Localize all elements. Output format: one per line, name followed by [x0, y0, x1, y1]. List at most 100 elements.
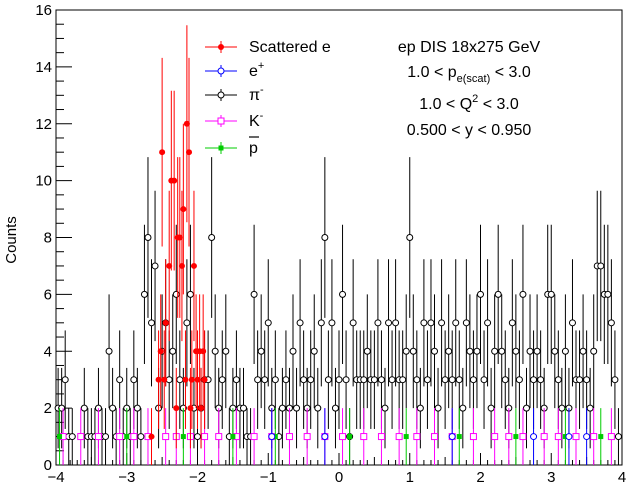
- data-point: [466, 294, 474, 409]
- marker: [466, 347, 474, 355]
- marker: [413, 433, 421, 441]
- data-point: [169, 294, 177, 409]
- data-point: [186, 57, 193, 247]
- data-point: [494, 224, 502, 365]
- data-point: [427, 259, 435, 387]
- marker: [614, 433, 622, 441]
- marker: [568, 319, 576, 327]
- legend-entry-scattered-e: Scattered e: [205, 39, 331, 56]
- marker: [537, 376, 545, 384]
- marker: [438, 319, 446, 327]
- data-point: [183, 259, 191, 387]
- data-point: [434, 367, 442, 449]
- series-2: [54, 157, 622, 465]
- marker: [519, 433, 527, 441]
- series-1: [268, 408, 591, 465]
- data-point: [452, 259, 460, 387]
- marker: [162, 319, 169, 326]
- marker: [562, 434, 568, 440]
- data-point: [109, 367, 117, 449]
- data-point: [363, 294, 371, 409]
- marker: [105, 347, 113, 355]
- data-point: [473, 294, 481, 409]
- marker: [137, 433, 145, 441]
- data-point: [487, 367, 495, 449]
- marker: [403, 434, 409, 440]
- data-point: [561, 294, 569, 409]
- marker: [194, 433, 201, 441]
- marker: [360, 433, 368, 441]
- legend-entry-antiproton: p: [205, 136, 259, 157]
- data-point: [140, 224, 148, 365]
- marker: [264, 319, 272, 327]
- data-point: [188, 330, 195, 429]
- marker: [173, 405, 180, 412]
- marker: [448, 433, 456, 441]
- series-4: [57, 408, 604, 465]
- data-point: [607, 259, 615, 387]
- marker: [183, 120, 190, 127]
- x-tick-label: 2: [476, 469, 484, 486]
- data-point: [558, 367, 566, 449]
- marker: [445, 347, 453, 355]
- marker: [186, 290, 194, 298]
- marker: [515, 376, 523, 384]
- data-point: [124, 408, 130, 465]
- data-point: [526, 294, 534, 409]
- marker: [109, 404, 117, 412]
- marker: [102, 433, 110, 441]
- marker: [257, 347, 265, 355]
- marker: [321, 433, 329, 441]
- marker: [360, 376, 368, 384]
- legend-marker-scattered-e: [218, 44, 224, 50]
- data-point: [459, 367, 467, 449]
- marker: [598, 434, 604, 440]
- marker: [491, 433, 499, 441]
- marker: [148, 319, 156, 327]
- marker: [321, 234, 329, 241]
- data-point: [105, 294, 113, 409]
- annotation-momentum-cut: 1.0 < pe(scat) < 3.0: [407, 64, 531, 85]
- legend-marker-antiproton: [218, 145, 224, 151]
- data-point: [314, 367, 322, 449]
- marker: [565, 433, 573, 441]
- marker: [530, 433, 538, 441]
- marker: [230, 434, 236, 440]
- marker: [188, 376, 195, 383]
- marker: [190, 262, 197, 269]
- data-point: [165, 330, 173, 429]
- marker: [186, 149, 193, 156]
- data-point: [431, 408, 439, 465]
- marker: [183, 319, 191, 327]
- data-point: [530, 408, 538, 465]
- data-point: [477, 224, 484, 365]
- data-point: [565, 408, 573, 465]
- marker: [130, 433, 138, 441]
- data-point: [91, 408, 99, 465]
- data-point: [94, 408, 102, 465]
- data-point: [162, 259, 169, 387]
- marker: [611, 376, 619, 384]
- data-point: [77, 408, 85, 465]
- marker: [388, 376, 396, 384]
- data-point: [370, 330, 378, 429]
- marker: [459, 404, 467, 412]
- data-point: [303, 408, 311, 465]
- data-point: [144, 157, 152, 318]
- data-point: [159, 57, 166, 247]
- data-point: [480, 330, 488, 429]
- data-point: [148, 259, 156, 387]
- marker: [342, 376, 350, 384]
- data-point: [349, 259, 357, 387]
- marker: [431, 347, 439, 355]
- data-point: [519, 408, 527, 465]
- marker: [505, 433, 513, 441]
- marker: [469, 376, 477, 384]
- legend-entry-e-plus: e+: [205, 60, 264, 80]
- legend-marker-pi-minus: [217, 91, 225, 99]
- marker: [162, 433, 170, 441]
- marker: [513, 434, 519, 440]
- marker: [198, 405, 205, 412]
- data-point: [416, 367, 424, 449]
- data-point: [347, 408, 353, 465]
